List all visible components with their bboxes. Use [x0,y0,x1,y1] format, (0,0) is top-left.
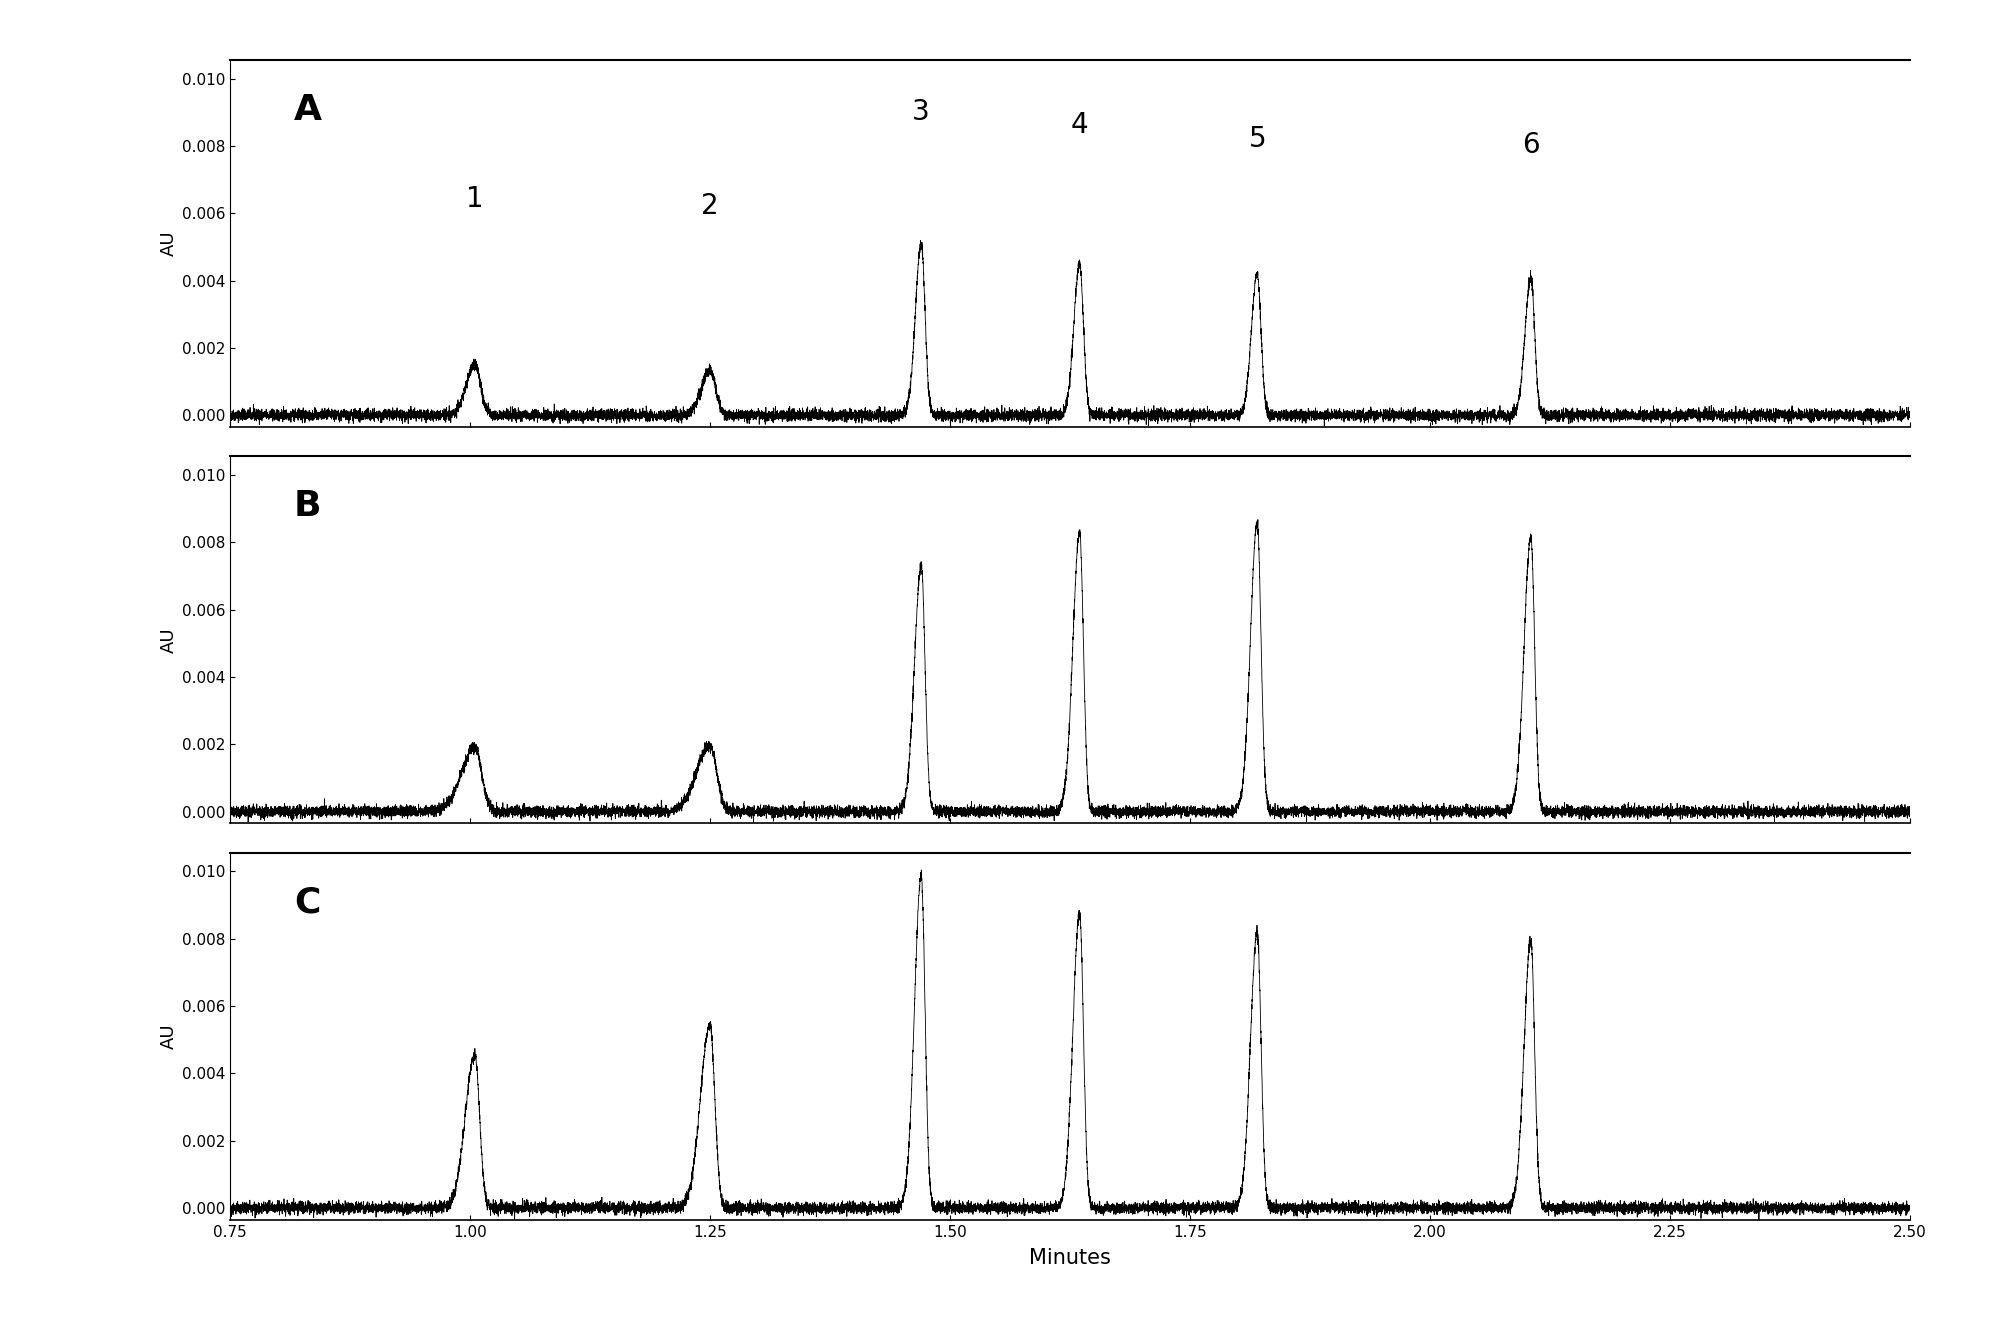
Text: A: A [294,93,322,127]
Text: B: B [294,489,322,524]
Text: 5: 5 [1248,124,1266,152]
X-axis label: Minutes: Minutes [1030,1248,1110,1268]
Text: 4: 4 [1070,111,1088,139]
Text: 1: 1 [466,185,484,213]
Text: 3: 3 [912,97,930,125]
Text: C: C [294,885,320,920]
Text: 6: 6 [1522,132,1540,160]
Y-axis label: AU: AU [160,1024,178,1049]
Y-axis label: AU: AU [160,627,178,653]
Y-axis label: AU: AU [160,231,178,256]
Text: 2: 2 [702,192,718,220]
